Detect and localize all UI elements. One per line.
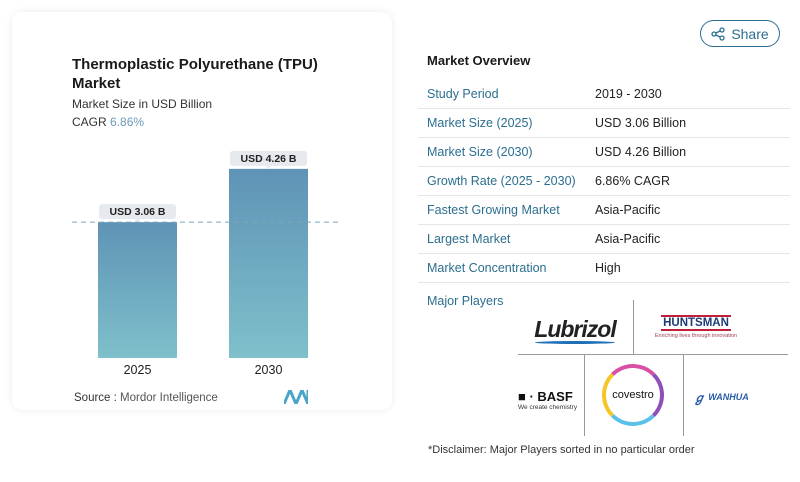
overview-row: Market Concentration High (418, 254, 790, 283)
x-tick-label: 2030 (255, 363, 283, 377)
share-button[interactable]: Share (700, 20, 780, 47)
bar-2025 (98, 222, 177, 358)
covestro-text: covestro (612, 389, 654, 401)
cagr-label: CAGR (72, 115, 107, 129)
divider (633, 300, 634, 354)
row-label: Study Period (427, 87, 499, 101)
row-label: Market Size (2030) (427, 145, 533, 159)
basf-logo: ■ · BASF We create chemistry (518, 389, 578, 411)
row-value: 2019 - 2030 (595, 87, 662, 101)
chart-title: Thermoplastic Polyurethane (TPU) Market (72, 56, 318, 92)
overview-row: Growth Rate (2025 - 2030) 6.86% CAGR (418, 167, 790, 196)
overview-row: Fastest Growing Market Asia-Pacific (418, 196, 790, 225)
source: Source : Mordor Intelligence (74, 392, 218, 404)
wanhua-logo: ℊ WANHUA (690, 387, 752, 407)
major-players-label: Major Players (427, 294, 504, 308)
x-tick-label: 2025 (124, 363, 152, 377)
row-value: High (595, 261, 621, 275)
share-label: Share (731, 25, 769, 42)
lubrizol-logo: Lubrizol (525, 312, 625, 348)
row-value: USD 4.26 Billion (595, 145, 687, 159)
chart-card (12, 12, 392, 410)
covestro-logo: covestro (602, 364, 664, 426)
row-value: USD 3.06 Billion (595, 116, 687, 130)
data-label-bg (99, 204, 176, 220)
huntsman-logo: HUNTSMAN Enriching lives through innovat… (650, 312, 742, 342)
lubrizol-text: Lubrizol (534, 316, 616, 342)
huntsman-tagline: Enriching lives through innovation (654, 333, 738, 339)
wanhua-text: WANHUA (708, 392, 749, 402)
data-label: USD 4.26 B (240, 153, 296, 165)
bar-2030 (229, 168, 308, 358)
overview-row: Market Size (2030) USD 4.26 Billion (418, 138, 790, 167)
row-label: Fastest Growing Market (427, 203, 560, 217)
basf-text: BASF (537, 389, 573, 404)
share-icon (711, 26, 725, 41)
cagr: CAGR 6.86% (72, 115, 144, 129)
huntsman-text: HUNTSMAN (661, 315, 731, 331)
row-value: Asia-Pacific (595, 232, 661, 246)
disclaimer: *Disclaimer: Major Players sorted in no … (428, 444, 695, 456)
data-label-pointer (134, 219, 141, 223)
lubrizol-swoosh (535, 341, 615, 344)
source-name: Mordor Intelligence (120, 392, 218, 404)
row-label: Largest Market (427, 232, 511, 246)
overview-row: Market Size (2025) USD 3.06 Billion (418, 109, 790, 138)
data-label: USD 3.06 B (109, 206, 165, 218)
overview-row: Largest Market Asia-Pacific (418, 225, 790, 254)
source-label: Source : (74, 392, 117, 404)
data-label-bg (230, 150, 307, 166)
cagr-value: 6.86% (110, 115, 145, 129)
overview-title: Market Overview (427, 53, 531, 68)
row-label: Market Concentration (427, 261, 547, 275)
row-value: 6.86% CAGR (595, 174, 671, 188)
bar-chart: USD 3.06 B 2025 USD 4.26 B 2030 (72, 150, 338, 377)
row-value: Asia-Pacific (595, 203, 661, 217)
wanhua-icon: ℊ (693, 390, 706, 405)
basf-tagline: We create chemistry (518, 404, 578, 411)
overview-row: Study Period 2019 - 2030 (418, 80, 790, 109)
row-label: Market Size (2025) (427, 116, 533, 130)
data-label-pointer (265, 165, 272, 169)
chart-subtitle: Market Size in USD Billion (72, 97, 213, 111)
row-label: Growth Rate (2025 - 2030) (427, 174, 576, 188)
mordor-logo-icon (284, 390, 308, 404)
